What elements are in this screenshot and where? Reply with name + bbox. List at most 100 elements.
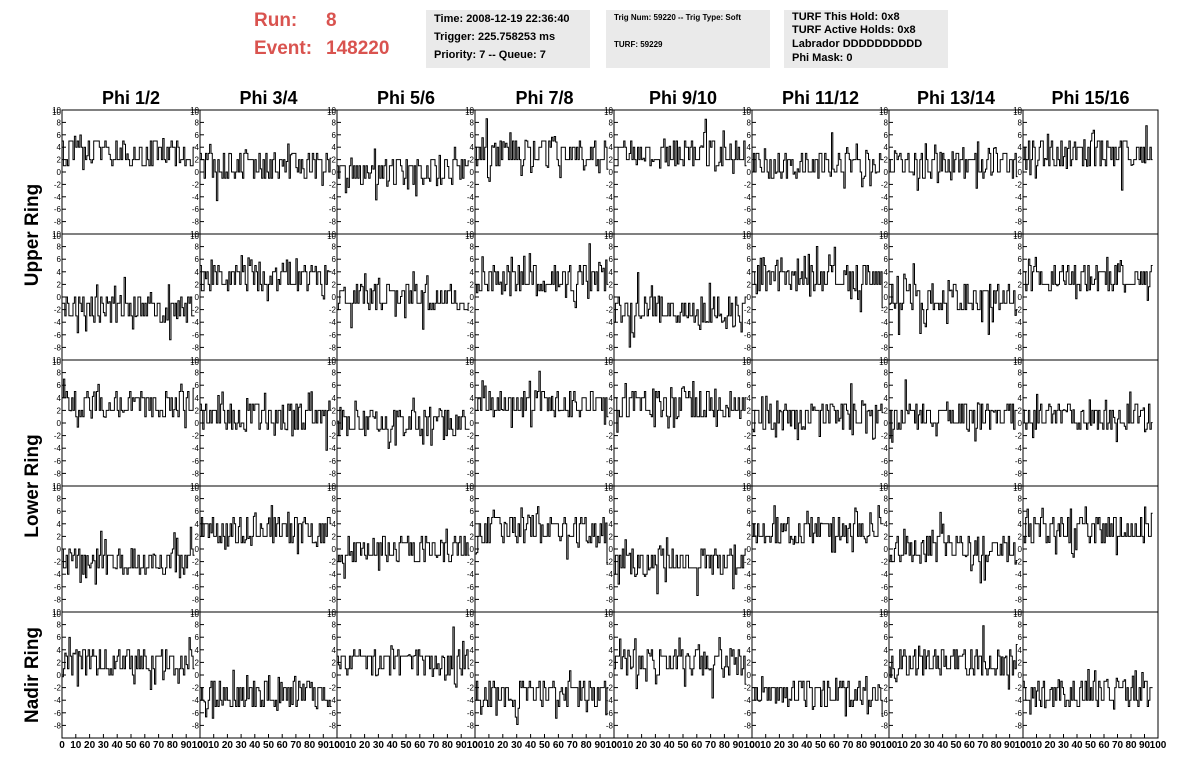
y-tick-label: 4: [57, 394, 62, 403]
y-tick-label: -6: [54, 205, 62, 214]
y-tick-label: -2: [881, 306, 889, 315]
y-tick-label: -8: [467, 721, 475, 730]
y-tick-label: 10: [52, 610, 61, 619]
run-event-block: Run: 8 Event: 148220: [254, 10, 414, 66]
x-tick-label: 90: [1004, 740, 1016, 751]
y-tick-label: -6: [329, 457, 337, 466]
y-tick-label: 8: [1018, 621, 1023, 630]
y-tick-label: 8: [470, 621, 475, 630]
y-tick-label: -6: [606, 205, 614, 214]
y-tick-label: 10: [879, 230, 888, 239]
y-tick-label: 10: [52, 482, 61, 491]
waveform-trace: [752, 383, 884, 441]
y-tick-label: 2: [884, 156, 889, 165]
y-tick-label: 0: [1018, 293, 1023, 302]
y-tick-label: 4: [1018, 394, 1023, 403]
y-tick-label: -8: [744, 595, 752, 604]
panel-frame: [199, 485, 338, 613]
x-tick-label: 0: [886, 740, 892, 751]
y-tick-label: 10: [190, 230, 199, 239]
y-tick-label: 8: [747, 118, 752, 127]
y-tick-label: -6: [467, 709, 475, 718]
waveform-trace: [475, 506, 609, 565]
y-tick-label: -4: [329, 444, 337, 453]
y-tick-label: 4: [57, 646, 62, 655]
x-tick-label: 50: [125, 740, 137, 751]
y-tick-label: 6: [1018, 255, 1023, 264]
panel-frame: [613, 233, 753, 361]
y-tick-label: -8: [606, 721, 614, 730]
y-tick-label: -4: [329, 193, 337, 202]
waveform-trace: [337, 528, 470, 579]
waveform-trace: [614, 272, 747, 348]
y-tick-label: 8: [747, 495, 752, 504]
y-tick-label: 2: [332, 156, 337, 165]
x-tick-label: 20: [1044, 740, 1056, 751]
x-tick-label: 60: [1098, 740, 1110, 751]
y-tick-label: 10: [604, 108, 613, 117]
row-label: Upper Ring: [22, 184, 43, 286]
y-tick-label: -6: [467, 583, 475, 592]
x-tick-label: 60: [139, 740, 151, 751]
y-tick-label: 10: [465, 608, 474, 617]
y-tick-label: 8: [884, 369, 889, 378]
y-tick-label: -4: [1015, 193, 1023, 202]
x-tick-label: 90: [1139, 740, 1151, 751]
y-tick-label: 4: [747, 143, 752, 152]
panel-frame: [1022, 611, 1159, 739]
x-tick-label: 60: [964, 740, 976, 751]
y-tick-label: 10: [190, 356, 199, 365]
y-tick-label: 4: [332, 520, 337, 529]
y-tick-label: 10: [1013, 106, 1022, 115]
waveform-trace: [889, 625, 1018, 690]
time-info-box: Time: 2008-12-19 22:36:40 Trigger: 225.7…: [426, 10, 590, 68]
y-tick-label: 10: [327, 610, 336, 619]
y-tick-label: 10: [327, 232, 336, 241]
y-tick-label: 2: [884, 280, 889, 289]
y-tick-label: 4: [57, 520, 62, 529]
y-tick-label: 10: [190, 610, 199, 619]
y-tick-label: -4: [192, 570, 200, 579]
y-tick-label: -8: [881, 595, 889, 604]
y-tick-label: 4: [609, 143, 614, 152]
x-tick-label: 70: [977, 740, 989, 751]
y-tick-label: 2: [1018, 532, 1023, 541]
y-tick-label: -6: [54, 331, 62, 340]
y-tick-label: 4: [470, 268, 475, 277]
y-tick-label: -4: [54, 570, 62, 579]
y-tick-label: -2: [54, 180, 62, 189]
y-tick-label: 2: [747, 156, 752, 165]
y-tick-label: 10: [52, 230, 61, 239]
x-tick-label: 10: [345, 740, 357, 751]
x-tick-label: 0: [749, 740, 755, 751]
x-tick-label: 40: [112, 740, 124, 751]
panel-frame: [474, 109, 615, 235]
y-tick-label: 0: [57, 545, 62, 554]
y-tick-label: 8: [1018, 243, 1023, 252]
x-tick-label: 70: [567, 740, 579, 751]
y-tick-label: -8: [329, 469, 337, 478]
x-tick-label: 100: [329, 740, 346, 751]
y-tick-label: -8: [606, 343, 614, 352]
y-tick-label: 8: [609, 369, 614, 378]
y-tick-label: 2: [609, 406, 614, 415]
y-tick-label: -4: [54, 696, 62, 705]
y-tick-label: -2: [744, 558, 752, 567]
y-tick-label: 4: [57, 268, 62, 277]
y-tick-label: 0: [470, 671, 475, 680]
y-tick-label: 6: [609, 633, 614, 642]
y-tick-label: 10: [1013, 108, 1022, 117]
waveform-trace: [475, 118, 609, 182]
y-tick-label: 8: [747, 369, 752, 378]
y-tick-label: -4: [467, 444, 475, 453]
y-tick-label: -4: [606, 696, 614, 705]
y-tick-label: 8: [57, 621, 62, 630]
y-tick-label: -8: [1015, 721, 1023, 730]
y-tick-label: -4: [192, 318, 200, 327]
y-tick-label: 6: [609, 507, 614, 516]
y-tick-label: 4: [609, 646, 614, 655]
panel-frame: [1022, 485, 1159, 613]
y-tick-label: -2: [881, 180, 889, 189]
y-tick-label: 6: [470, 633, 475, 642]
y-tick-label: -2: [606, 432, 614, 441]
